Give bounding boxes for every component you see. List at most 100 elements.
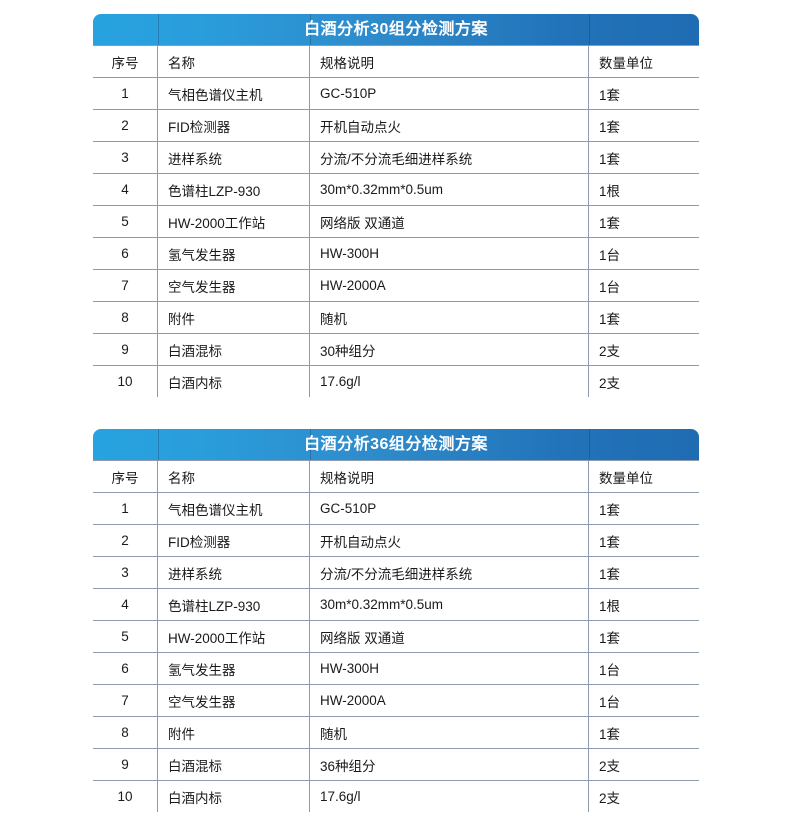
table-row: 10 白酒内标 17.6g/l 2支 (93, 365, 699, 397)
cell-unit: 1套 (588, 620, 699, 653)
cell-spec: 开机自动点火 (309, 524, 589, 557)
cell-unit: 1台 (588, 652, 699, 685)
cell-unit: 1套 (588, 205, 699, 238)
table-title-cell: 白酒分析36组分检测方案 (93, 429, 699, 461)
cell-name: FID检测器 (157, 524, 310, 557)
cell-spec: 网络版 双通道 (309, 205, 589, 238)
table-row: 1 气相色谱仪主机 GC-510P 1套 (93, 77, 699, 110)
column-header-name: 名称 (157, 45, 310, 78)
cell-spec: HW-2000A (309, 684, 589, 717)
cell-unit: 1台 (588, 237, 699, 270)
cell-index: 10 (93, 365, 158, 397)
cell-index: 8 (93, 716, 158, 749)
cell-spec: HW-300H (309, 237, 589, 270)
cell-unit: 1根 (588, 173, 699, 206)
table-row: 7 空气发生器 HW-2000A 1台 (93, 684, 699, 717)
cell-name: 氢气发生器 (157, 652, 310, 685)
cell-index: 6 (93, 652, 158, 685)
table-row: 4 色谱柱LZP-930 30m*0.32mm*0.5um 1根 (93, 588, 699, 621)
cell-spec: HW-2000A (309, 269, 589, 302)
cell-unit: 1根 (588, 588, 699, 621)
cell-spec: 分流/不分流毛细进样系统 (309, 141, 589, 174)
cell-unit: 1套 (588, 716, 699, 749)
cell-index: 5 (93, 620, 158, 653)
table-row: 9 白酒混标 36种组分 2支 (93, 748, 699, 781)
cell-unit: 1套 (588, 556, 699, 589)
cell-index: 4 (93, 173, 158, 206)
table-row: 9 白酒混标 30种组分 2支 (93, 333, 699, 366)
cell-name: 空气发生器 (157, 269, 310, 302)
cell-index: 3 (93, 556, 158, 589)
cell-name: 气相色谱仪主机 (157, 492, 310, 525)
spec-table-30-components: 白酒分析30组分检测方案 序号 名称 规格说明 数量单位 1 气相色谱仪主机 G… (92, 13, 700, 398)
cell-name: HW-2000工作站 (157, 620, 310, 653)
cell-name: 附件 (157, 301, 310, 334)
cell-spec: 随机 (309, 716, 589, 749)
table-title: 白酒分析36组分检测方案 (304, 435, 488, 453)
cell-spec: 36种组分 (309, 748, 589, 781)
cell-name: 进样系统 (157, 141, 310, 174)
title-bar: 白酒分析36组分检测方案 (93, 429, 699, 460)
cell-index: 3 (93, 141, 158, 174)
cell-unit: 2支 (588, 748, 699, 781)
table-title-row: 白酒分析36组分检测方案 (93, 429, 699, 461)
cell-name: FID检测器 (157, 109, 310, 142)
title-divider-2 (310, 429, 311, 460)
title-divider-1 (158, 14, 159, 45)
cell-unit: 1台 (588, 684, 699, 717)
cell-index: 7 (93, 269, 158, 302)
cell-index: 7 (93, 684, 158, 717)
cell-spec: GC-510P (309, 492, 589, 525)
table-row: 10 白酒内标 17.6g/l 2支 (93, 780, 699, 812)
cell-spec: HW-300H (309, 652, 589, 685)
cell-name: 气相色谱仪主机 (157, 77, 310, 110)
column-header-index: 序号 (93, 460, 158, 493)
cell-index: 2 (93, 524, 158, 557)
cell-spec: 30m*0.32mm*0.5um (309, 173, 589, 206)
spec-table-36-components: 白酒分析36组分检测方案 序号 名称 规格说明 数量单位 1 气相色谱仪主机 G… (92, 428, 700, 813)
table-row: 5 HW-2000工作站 网络版 双通道 1套 (93, 620, 699, 653)
title-divider-3 (589, 14, 590, 45)
cell-index: 9 (93, 333, 158, 366)
column-header-unit: 数量单位 (588, 45, 699, 78)
table-row: 4 色谱柱LZP-930 30m*0.32mm*0.5um 1根 (93, 173, 699, 206)
cell-unit: 2支 (588, 365, 699, 397)
cell-spec: 17.6g/l (309, 365, 589, 397)
table-row: 2 FID检测器 开机自动点火 1套 (93, 109, 699, 142)
cell-name: 附件 (157, 716, 310, 749)
table-row: 8 附件 随机 1套 (93, 301, 699, 334)
cell-name: 色谱柱LZP-930 (157, 173, 310, 206)
cell-index: 1 (93, 77, 158, 110)
cell-spec: 30m*0.32mm*0.5um (309, 588, 589, 621)
cell-index: 8 (93, 301, 158, 334)
cell-unit: 1套 (588, 141, 699, 174)
cell-index: 4 (93, 588, 158, 621)
cell-unit: 1套 (588, 524, 699, 557)
cell-name: 白酒内标 (157, 780, 310, 812)
cell-spec: GC-510P (309, 77, 589, 110)
column-header-spec: 规格说明 (309, 460, 589, 493)
cell-index: 2 (93, 109, 158, 142)
cell-spec: 开机自动点火 (309, 109, 589, 142)
cell-name: 白酒混标 (157, 748, 310, 781)
spec-table: 白酒分析36组分检测方案 序号 名称 规格说明 数量单位 1 气相色谱仪主机 G… (92, 428, 700, 813)
table-row: 5 HW-2000工作站 网络版 双通道 1套 (93, 205, 699, 238)
cell-index: 6 (93, 237, 158, 270)
column-header-name: 名称 (157, 460, 310, 493)
cell-name: 氢气发生器 (157, 237, 310, 270)
title-divider-1 (158, 429, 159, 460)
column-header-unit: 数量单位 (588, 460, 699, 493)
cell-name: HW-2000工作站 (157, 205, 310, 238)
cell-spec: 分流/不分流毛细进样系统 (309, 556, 589, 589)
cell-index: 10 (93, 780, 158, 812)
title-divider-2 (310, 14, 311, 45)
cell-name: 白酒混标 (157, 333, 310, 366)
table-row: 8 附件 随机 1套 (93, 716, 699, 749)
column-header-spec: 规格说明 (309, 45, 589, 78)
cell-spec: 30种组分 (309, 333, 589, 366)
cell-unit: 1台 (588, 269, 699, 302)
table-row: 7 空气发生器 HW-2000A 1台 (93, 269, 699, 302)
spec-table: 白酒分析30组分检测方案 序号 名称 规格说明 数量单位 1 气相色谱仪主机 G… (92, 13, 700, 398)
table-row: 1 气相色谱仪主机 GC-510P 1套 (93, 492, 699, 525)
table-row: 3 进样系统 分流/不分流毛细进样系统 1套 (93, 556, 699, 589)
